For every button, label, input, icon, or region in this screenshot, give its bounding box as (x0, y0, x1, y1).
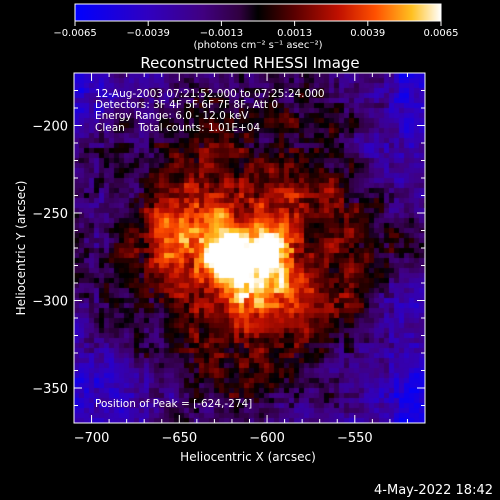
info-line-counts: Clean Total counts: 1.01E+04 (95, 122, 260, 134)
info-line-time: 12-Aug-2003 07:21:52.000 to 07:25:24.000 (95, 88, 325, 100)
x-tick-label: −700 (74, 431, 110, 446)
image-area (74, 73, 425, 423)
colorbar: −0.0065 −0.0039 −0.0013 0.0013 0.0039 0.0065 … (53, 3, 459, 51)
y-axis: −200 −250 −300 −350 (32, 72, 425, 424)
colorbar-tick-label: −0.0039 (127, 28, 170, 39)
info-line-energy: Energy Range: 6.0 - 12.0 keV (95, 110, 249, 122)
chart-title: Reconstructed RHESSI Image (140, 54, 359, 72)
x-tick-label: −650 (161, 431, 197, 446)
colorbar-tick-label: 0.0039 (350, 28, 385, 39)
x-tick-label: −600 (249, 431, 285, 446)
info-line-detectors: Detectors: 3F 4F 5F 6F 7F 8F, Att 0 (95, 99, 278, 111)
colorbar-gradient (74, 3, 442, 22)
x-axis-title: Heliocentric X (arcsec) (180, 450, 316, 464)
colorbar-units: (photons cm⁻² s⁻¹ asec⁻²) (193, 40, 322, 51)
footer-date: 4-May-2022 18:42 (374, 483, 493, 498)
y-tick-label: −300 (32, 295, 68, 310)
heatmap-image (74, 73, 425, 423)
colorbar-tick-label: 0.0065 (424, 28, 459, 39)
colorbar-tick-label: −0.0065 (53, 28, 96, 39)
y-tick-label: −250 (32, 207, 68, 222)
peak-position-label: Position of Peak = [-624,-274] (95, 398, 252, 410)
y-tick-label: −200 (32, 120, 68, 135)
info-text-block: 12-Aug-2003 07:21:52.000 to 07:25:24.000… (95, 88, 325, 134)
x-axis: −700 −650 −600 −550 (73, 73, 426, 446)
y-axis-title: Heliocentric Y (arcsec) (14, 181, 28, 316)
colorbar-tick-label: 0.0013 (277, 28, 312, 39)
y-tick-label: −350 (32, 382, 68, 397)
colorbar-ticks: −0.0065 −0.0039 −0.0013 0.0013 0.0039 0.0065 (53, 21, 459, 39)
x-tick-label: −550 (337, 431, 373, 446)
colorbar-tick-label: −0.0013 (200, 28, 243, 39)
